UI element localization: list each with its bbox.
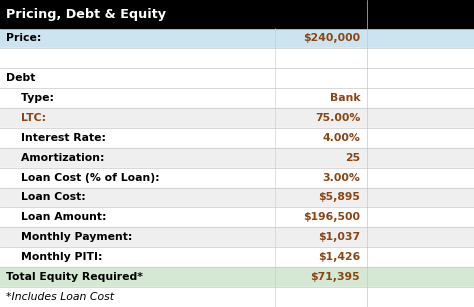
Bar (0, 108, 367, 128)
Text: $1,037: $1,037 (318, 232, 360, 242)
Bar (367, 227, 474, 247)
Text: Interest Rate:: Interest Rate: (6, 133, 106, 143)
Bar (367, 48, 474, 68)
Bar (0, 148, 367, 168)
Bar (0, 267, 367, 287)
Text: Price:: Price: (6, 33, 42, 43)
Text: Bank: Bank (330, 93, 360, 103)
Text: $71,395: $71,395 (310, 272, 360, 282)
Text: 75.00%: 75.00% (315, 113, 360, 123)
Bar (367, 148, 474, 168)
Bar (0, 188, 367, 208)
Bar (0, 227, 367, 247)
Bar (367, 88, 474, 108)
Text: LTC:: LTC: (6, 113, 46, 123)
Bar (0, 128, 367, 148)
Bar (367, 0, 474, 28)
Bar (0, 208, 367, 227)
Text: Pricing, Debt & Equity: Pricing, Debt & Equity (6, 8, 166, 21)
Bar (367, 267, 474, 287)
Text: 3.00%: 3.00% (322, 173, 360, 183)
Text: Type:: Type: (6, 93, 54, 103)
Bar (367, 168, 474, 188)
Bar (367, 287, 474, 307)
Text: $196,500: $196,500 (303, 212, 360, 222)
Bar (367, 208, 474, 227)
Text: $1,426: $1,426 (318, 252, 360, 262)
Bar (0, 68, 367, 88)
Bar (367, 28, 474, 48)
Bar (0, 28, 367, 48)
Bar (367, 247, 474, 267)
Text: *Includes Loan Cost: *Includes Loan Cost (6, 292, 114, 302)
Text: $240,000: $240,000 (303, 33, 360, 43)
Text: Loan Cost:: Loan Cost: (6, 192, 86, 203)
Bar (367, 108, 474, 128)
Text: $5,895: $5,895 (319, 192, 360, 203)
Bar (367, 68, 474, 88)
Text: Amortization:: Amortization: (6, 153, 105, 163)
Text: Loan Cost (% of Loan):: Loan Cost (% of Loan): (6, 173, 160, 183)
Bar (0, 287, 367, 307)
Text: Total Equity Required*: Total Equity Required* (6, 272, 143, 282)
Bar (0, 88, 367, 108)
Bar (0, 48, 367, 68)
Bar (367, 128, 474, 148)
Bar (0, 0, 367, 28)
Text: 25: 25 (345, 153, 360, 163)
Bar (0, 247, 367, 267)
Bar (0, 168, 367, 188)
Text: Loan Amount:: Loan Amount: (6, 212, 107, 222)
Bar (367, 188, 474, 208)
Text: Monthly PITI:: Monthly PITI: (6, 252, 103, 262)
Text: Debt: Debt (6, 73, 36, 83)
Text: Monthly Payment:: Monthly Payment: (6, 232, 133, 242)
Text: 4.00%: 4.00% (322, 133, 360, 143)
